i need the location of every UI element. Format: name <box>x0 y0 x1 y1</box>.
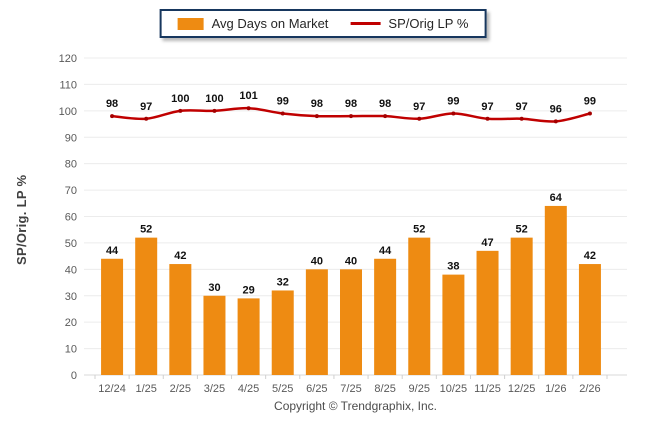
svg-text:30: 30 <box>65 291 77 303</box>
svg-text:44: 44 <box>379 245 392 257</box>
svg-text:2/26: 2/26 <box>579 383 600 395</box>
svg-text:40: 40 <box>345 255 357 267</box>
svg-text:10/25: 10/25 <box>440 383 468 395</box>
svg-text:98: 98 <box>311 98 323 110</box>
svg-text:3/25: 3/25 <box>204 383 225 395</box>
svg-text:99: 99 <box>447 95 459 107</box>
svg-text:47: 47 <box>481 237 493 249</box>
svg-text:1/25: 1/25 <box>135 383 156 395</box>
svg-text:100: 100 <box>59 106 77 118</box>
svg-text:7/25: 7/25 <box>340 383 361 395</box>
svg-text:29: 29 <box>242 284 254 296</box>
bar-series-swatch <box>177 17 204 30</box>
svg-text:50: 50 <box>65 238 77 250</box>
svg-text:101: 101 <box>239 90 257 102</box>
svg-text:120: 120 <box>59 53 77 65</box>
svg-text:9/25: 9/25 <box>409 383 430 395</box>
legend-item-bar: Avg Days on Market <box>177 16 329 31</box>
y-axis-title: SP/Orig. LP % <box>14 174 29 266</box>
svg-text:100: 100 <box>205 93 223 105</box>
svg-text:12/25: 12/25 <box>508 383 536 395</box>
svg-text:99: 99 <box>277 95 289 107</box>
svg-text:90: 90 <box>65 132 77 144</box>
svg-text:98: 98 <box>106 98 118 110</box>
svg-text:60: 60 <box>65 212 77 224</box>
svg-text:97: 97 <box>516 101 528 113</box>
line-series-label: SP/Orig LP % <box>388 16 469 31</box>
svg-text:30: 30 <box>208 282 220 294</box>
copyright-text: Copyright © Trendgraphix, Inc. <box>274 399 437 413</box>
svg-text:38: 38 <box>447 261 459 273</box>
svg-text:80: 80 <box>65 159 77 171</box>
legend-item-line: SP/Orig LP % <box>350 16 468 31</box>
svg-text:42: 42 <box>174 250 186 262</box>
svg-text:52: 52 <box>413 224 425 236</box>
svg-text:32: 32 <box>277 276 289 288</box>
svg-text:12/24: 12/24 <box>98 383 126 395</box>
svg-text:52: 52 <box>140 224 152 236</box>
svg-text:44: 44 <box>106 245 119 257</box>
svg-text:11/25: 11/25 <box>474 383 501 395</box>
svg-text:98: 98 <box>345 98 357 110</box>
chart-legend: Avg Days on Market SP/Orig LP % <box>159 9 487 38</box>
svg-text:98: 98 <box>379 98 391 110</box>
svg-text:96: 96 <box>550 103 562 115</box>
svg-text:8/25: 8/25 <box>374 383 395 395</box>
svg-text:2/25: 2/25 <box>170 383 191 395</box>
svg-text:5/25: 5/25 <box>272 383 293 395</box>
line-series-swatch <box>350 22 381 25</box>
svg-text:97: 97 <box>413 101 425 113</box>
svg-text:97: 97 <box>481 101 493 113</box>
svg-text:64: 64 <box>550 192 563 204</box>
svg-text:4/25: 4/25 <box>238 383 259 395</box>
svg-text:99: 99 <box>584 95 596 107</box>
svg-text:40: 40 <box>65 264 77 276</box>
svg-text:6/25: 6/25 <box>306 383 327 395</box>
svg-text:0: 0 <box>71 370 77 382</box>
bar-series-label: Avg Days on Market <box>211 16 329 31</box>
svg-text:10: 10 <box>65 344 77 356</box>
svg-text:40: 40 <box>311 255 323 267</box>
svg-text:52: 52 <box>516 224 528 236</box>
svg-text:100: 100 <box>171 93 189 105</box>
svg-text:42: 42 <box>584 250 596 262</box>
svg-text:1/26: 1/26 <box>545 383 566 395</box>
svg-text:97: 97 <box>140 101 152 113</box>
svg-text:70: 70 <box>65 185 77 197</box>
svg-text:110: 110 <box>59 79 77 91</box>
svg-text:20: 20 <box>65 317 77 329</box>
